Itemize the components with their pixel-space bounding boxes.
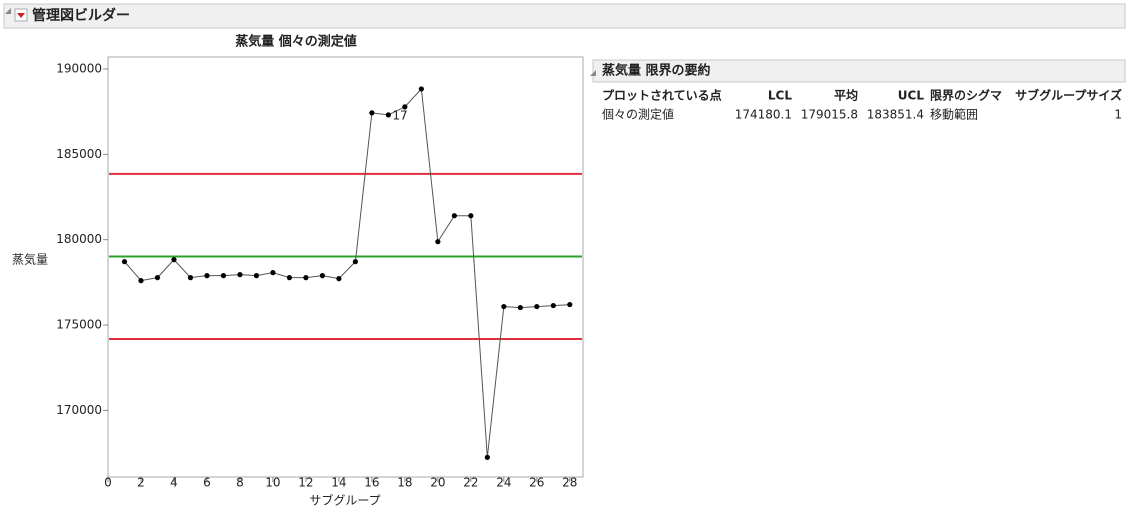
data-point	[484, 454, 490, 460]
chart-title: 蒸気量 個々の測定値	[235, 34, 357, 50]
x-axis-label: サブグループ	[309, 493, 380, 508]
data-point	[501, 303, 507, 310]
column-header: UCL	[898, 89, 925, 103]
x-tick-label: 6	[203, 476, 211, 490]
x-tick-label: 4	[170, 476, 178, 490]
x-tick-label: 10	[265, 476, 280, 490]
data-point	[121, 259, 128, 265]
x-tick-label: 18	[397, 476, 412, 490]
data-point	[352, 259, 358, 265]
data-point	[385, 112, 391, 118]
y-tick-label: 190000	[56, 61, 102, 75]
x-tick-label: 2	[137, 476, 145, 490]
y-tick-label: 180000	[56, 232, 102, 246]
table-cell: 179015.8	[801, 108, 858, 122]
data-point	[286, 275, 293, 281]
data-point	[402, 104, 408, 110]
data-point	[451, 213, 457, 219]
table-cell: 移動範囲	[930, 107, 978, 122]
x-tick-label: 20	[430, 476, 445, 490]
point-annotation: 17	[392, 108, 407, 122]
data-point	[253, 273, 260, 279]
column-header: LCL	[768, 89, 792, 103]
x-tick-label: 8	[236, 476, 244, 490]
table-cell: 183851.4	[867, 108, 924, 122]
x-tick-label: 12	[298, 476, 313, 490]
data-point	[435, 239, 441, 245]
data-point	[369, 110, 375, 116]
y-axis-label: 蒸気量	[12, 252, 48, 267]
x-tick-label: 24	[496, 476, 511, 490]
x-tick-label: 14	[331, 476, 346, 490]
data-point	[567, 301, 573, 308]
y-tick-label: 175000	[56, 318, 102, 332]
data-point	[270, 270, 276, 276]
data-point	[418, 86, 424, 92]
data-point	[204, 273, 210, 279]
disclosure-icon[interactable]	[590, 70, 596, 76]
column-header: 平均	[834, 88, 858, 103]
header-bar	[3, 3, 1126, 29]
header-title: 管理図ビルダー	[32, 7, 130, 24]
column-header: プロットされている点	[602, 88, 722, 103]
table-cell: 1	[1114, 108, 1122, 122]
y-tick-label: 185000	[56, 147, 102, 161]
data-point	[187, 275, 194, 281]
y-tick-label: 170000	[56, 403, 102, 417]
column-header: 限界のシグマ	[930, 88, 1002, 103]
summary-header	[592, 59, 1126, 83]
data-point	[517, 304, 523, 311]
data-point	[303, 275, 309, 281]
data-point	[154, 275, 161, 281]
data-point	[138, 278, 144, 284]
data-point	[534, 303, 540, 310]
data-point	[171, 257, 177, 263]
x-tick-label: 28	[562, 476, 577, 490]
table-cell: 174180.1	[735, 108, 792, 122]
data-point	[220, 273, 227, 279]
table-cell: 個々の測定値	[602, 107, 674, 122]
menu-arrow	[17, 13, 25, 18]
x-tick-label: 0	[104, 476, 112, 490]
plot-frame	[107, 56, 584, 478]
data-point	[237, 272, 243, 278]
data-point	[336, 276, 342, 282]
summary-title: 蒸気量 限界の要約	[602, 63, 711, 79]
disclosure-icon[interactable]	[5, 8, 11, 14]
column-header: サブグループサイズ	[1015, 88, 1122, 103]
data-point	[468, 213, 474, 219]
data-point	[550, 302, 556, 309]
x-tick-label: 22	[463, 476, 478, 490]
x-tick-label: 16	[364, 476, 379, 490]
data-point	[319, 273, 326, 279]
x-tick-label: 26	[529, 476, 544, 490]
series-line	[124, 87, 570, 458]
